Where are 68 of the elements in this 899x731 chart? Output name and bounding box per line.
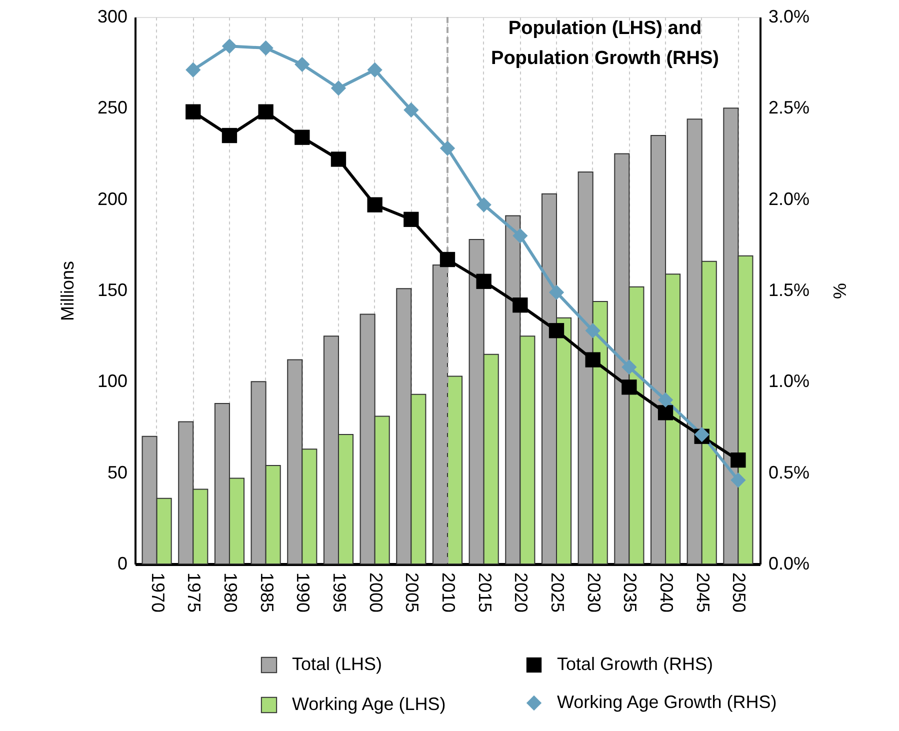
y-tick-label: 200 (97, 188, 128, 209)
point (404, 102, 419, 118)
y-axis-title: Millions (57, 260, 78, 322)
point (330, 152, 346, 167)
legend-label: Total (LHS) (292, 654, 382, 674)
point (440, 252, 456, 268)
x-tick-label: 1975 (184, 572, 204, 613)
point (548, 284, 564, 300)
point (258, 40, 274, 56)
y2-tick-label: 0.0% (768, 554, 810, 574)
point (658, 392, 674, 408)
x-tick-label: 1990 (293, 572, 314, 613)
point (585, 352, 600, 368)
point (548, 323, 564, 338)
x-tick-label: 2045 (692, 572, 713, 613)
text: Population (LHS) and Population Growth (RHS) (491, 18, 719, 69)
x-tick-label: 1995 (329, 572, 350, 613)
point (512, 298, 528, 313)
point (294, 56, 310, 72)
y-tick-label: 50 (107, 462, 128, 482)
x-tick-label: 1980 (220, 572, 240, 613)
x-tick-label: 2050 (729, 572, 750, 613)
legend-label: Total Growth (RHS) (557, 654, 714, 674)
legend-label: Working Age Growth (RHS) (557, 692, 777, 712)
point (730, 472, 746, 488)
x-tick-label: 2015 (474, 572, 495, 613)
point (294, 130, 310, 145)
y-tick-label: 0 (117, 554, 128, 574)
point (730, 452, 746, 468)
y2-tick-label: 3.0% (768, 6, 810, 26)
point (622, 380, 637, 395)
y2-tick-label: 1.5% (768, 280, 810, 300)
x-tick-label: 2005 (402, 572, 422, 613)
x-tick-label: 2040 (656, 572, 677, 613)
point (404, 212, 419, 227)
legend-label: Working Age (LHS) (292, 694, 446, 714)
x-tick-label: 2000 (366, 572, 386, 613)
x-tick-label: 1985 (256, 572, 277, 613)
x-tick-label: 2035 (620, 572, 640, 613)
point (258, 104, 274, 120)
y2-tick-label: 1.0% (768, 371, 810, 392)
y2-tick-label: 0.5% (768, 462, 810, 482)
point (622, 359, 637, 375)
point (222, 38, 238, 54)
point (186, 62, 201, 78)
point (367, 197, 382, 212)
x-tick-label: 2020 (511, 572, 532, 613)
y2-tick-label: 2.5% (768, 98, 810, 118)
x-tick-label: 2025 (548, 572, 568, 613)
y-tick-label: 300 (97, 6, 128, 26)
y2-axis-title: % (830, 282, 850, 300)
point (585, 323, 600, 338)
point (367, 62, 382, 78)
point (440, 140, 456, 156)
x-tick-label: 2010 (438, 572, 458, 613)
y-tick-label: 250 (97, 98, 128, 118)
x-tick-label: 1970 (148, 572, 168, 613)
y-tick-label: 100 (97, 371, 128, 392)
x-tick-label: 2030 (584, 572, 604, 613)
point (186, 104, 201, 120)
point (222, 128, 238, 144)
point (658, 405, 674, 420)
point (476, 197, 492, 212)
y2-tick-label: 2.0% (768, 188, 810, 209)
point (476, 274, 492, 289)
point (330, 80, 346, 96)
y-tick-label: 150 (97, 280, 128, 300)
point (512, 228, 528, 244)
